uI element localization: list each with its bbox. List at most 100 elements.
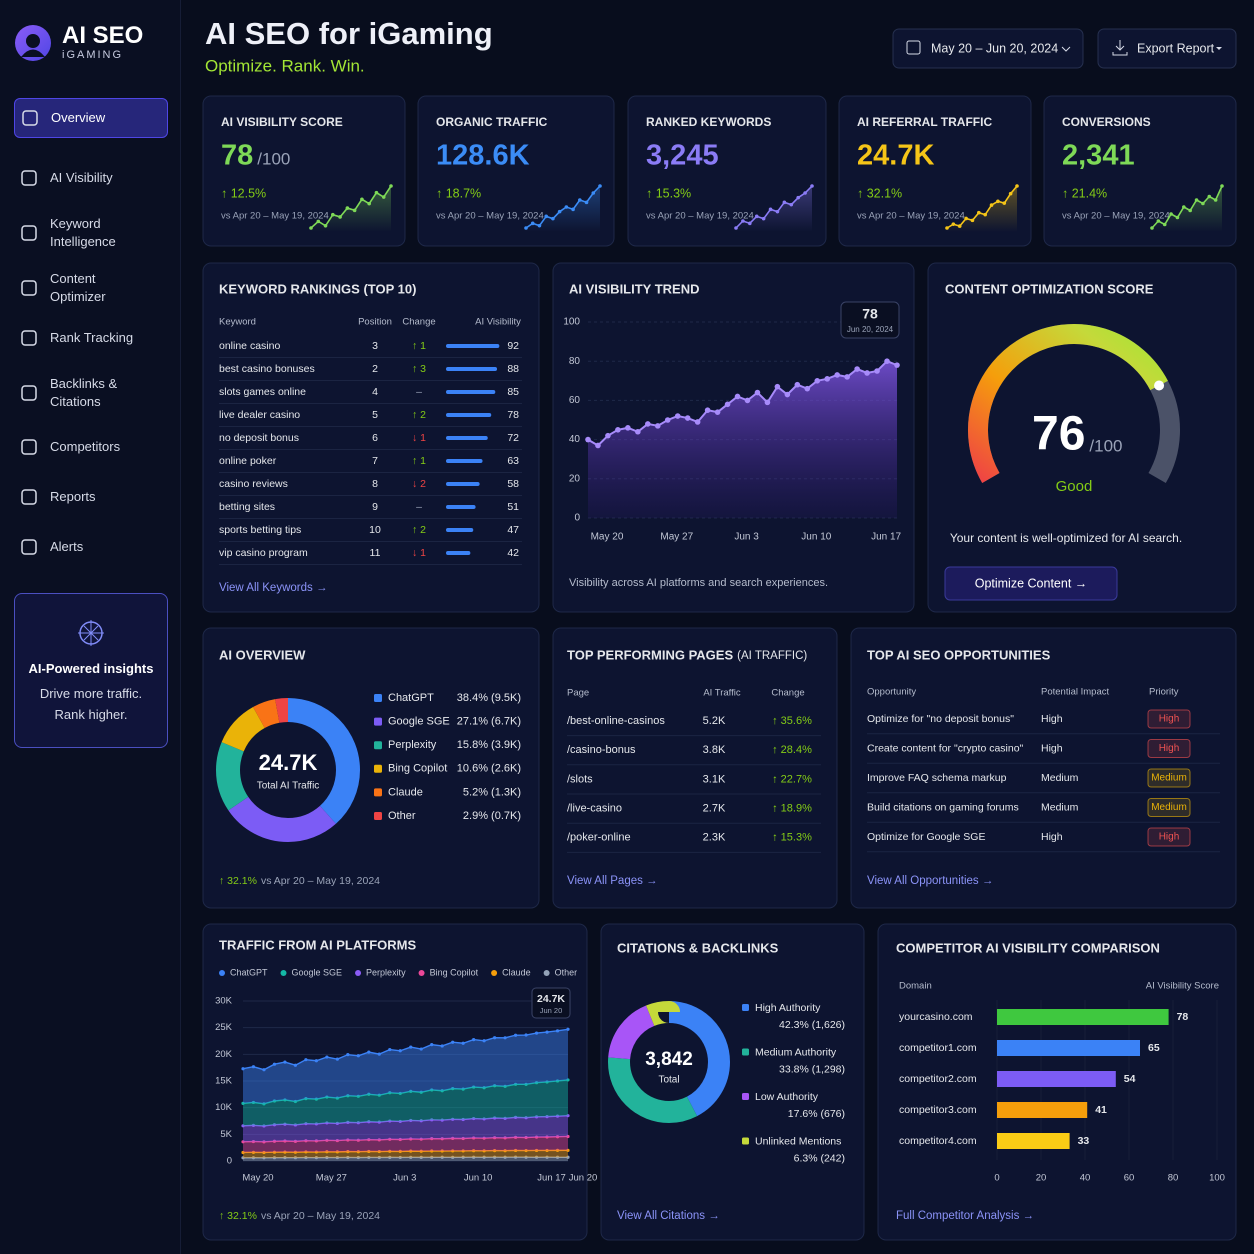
point bbox=[251, 1139, 256, 1144]
point bbox=[419, 1155, 423, 1159]
sparkline-point bbox=[571, 207, 575, 212]
page-change: ↑ 22.7% bbox=[772, 773, 812, 785]
priority-badge bbox=[1147, 798, 1191, 817]
nav-item[interactable]: AI Visibility bbox=[14, 158, 168, 198]
link[interactable]: View All Pages → bbox=[567, 875, 658, 887]
point bbox=[356, 1150, 360, 1154]
legend-swatch bbox=[374, 788, 382, 797]
point bbox=[451, 1155, 455, 1159]
point bbox=[694, 419, 701, 425]
area bbox=[588, 361, 897, 518]
point bbox=[346, 1120, 350, 1124]
card-title: TOP PERFORMING PAGES bbox=[567, 647, 733, 662]
sparkline-point bbox=[964, 216, 968, 221]
nav-item[interactable]: Content Optimizer bbox=[14, 268, 168, 308]
caret bbox=[1216, 47, 1222, 50]
point bbox=[493, 1116, 497, 1120]
point bbox=[367, 1120, 371, 1124]
nav-item[interactable]: Competitors bbox=[14, 427, 168, 467]
legend-label: Low Authority bbox=[755, 1091, 819, 1103]
nav-item[interactable]: Keyword Intelligence bbox=[14, 213, 168, 253]
sparkline-point bbox=[775, 209, 780, 214]
page-path: /live-casino bbox=[567, 803, 622, 815]
point bbox=[335, 1121, 339, 1125]
point bbox=[513, 1033, 518, 1037]
point bbox=[493, 1084, 497, 1088]
priority-badge bbox=[1147, 827, 1191, 847]
point bbox=[534, 1031, 539, 1035]
card bbox=[850, 627, 1237, 909]
nav-item[interactable]: Alerts bbox=[14, 527, 168, 567]
visibility-bar bbox=[446, 528, 474, 532]
legend-label: Bing Copilot bbox=[388, 763, 447, 775]
bar bbox=[997, 1071, 1116, 1087]
column-header: Opportunity bbox=[867, 687, 916, 698]
nav-icon bbox=[21, 170, 37, 186]
nav-item[interactable]: Reports bbox=[14, 477, 168, 517]
x-tick-label: 100 bbox=[1209, 1173, 1225, 1184]
point bbox=[346, 1150, 350, 1154]
legend-dot bbox=[491, 970, 498, 976]
keyword: online poker bbox=[219, 455, 277, 467]
sparkline-point bbox=[578, 198, 582, 202]
card-title: TOP AI SEO OPPORTUNITIES bbox=[867, 647, 1051, 662]
link[interactable]: View All Keywords → bbox=[219, 582, 327, 594]
opportunity: Improve FAQ schema markup bbox=[867, 772, 1007, 784]
point bbox=[440, 1155, 444, 1159]
legend-label: ChatGPT bbox=[230, 967, 268, 977]
link[interactable]: View All Citations → bbox=[617, 1210, 720, 1222]
nav-item[interactable]: Overview bbox=[14, 98, 168, 138]
point bbox=[472, 1136, 476, 1140]
card bbox=[552, 627, 838, 909]
point bbox=[314, 1097, 318, 1101]
visibility-value: 47 bbox=[507, 524, 519, 536]
export-button[interactable] bbox=[1097, 28, 1237, 69]
point bbox=[283, 1098, 287, 1102]
link[interactable]: Full Competitor Analysis → bbox=[896, 1210, 1034, 1222]
point bbox=[314, 1150, 318, 1154]
point bbox=[409, 1149, 413, 1153]
insight-box: AI-Powered insights Drive more traffic. … bbox=[14, 593, 168, 748]
point bbox=[461, 1117, 465, 1122]
x-tick-label: May 27 bbox=[660, 532, 693, 543]
visibility-value: 88 bbox=[507, 363, 519, 375]
legend-label: Google SGE bbox=[292, 967, 343, 977]
sparkline-point bbox=[810, 184, 814, 188]
nav-item[interactable]: Rank Tracking bbox=[14, 318, 168, 358]
x-tick-label: May 20 bbox=[242, 1173, 273, 1184]
point bbox=[377, 1052, 381, 1056]
point bbox=[513, 1148, 518, 1153]
point bbox=[461, 1136, 465, 1141]
legend-label: Claude bbox=[388, 786, 423, 798]
point bbox=[503, 1155, 507, 1159]
card-title: CITATIONS & BACKLINKS bbox=[617, 940, 779, 955]
point bbox=[398, 1119, 402, 1124]
priority: High bbox=[1159, 714, 1180, 725]
card-title: COMPETITOR AI VISIBILITY COMPARISON bbox=[896, 940, 1160, 955]
x-tick-label: 60 bbox=[1124, 1173, 1135, 1184]
position: 4 bbox=[372, 386, 378, 398]
point bbox=[566, 1148, 570, 1152]
optimize-button[interactable] bbox=[944, 566, 1118, 601]
point bbox=[335, 1155, 339, 1160]
point bbox=[346, 1138, 350, 1142]
visibility-bar bbox=[446, 413, 492, 417]
nav-item[interactable]: Backlinks & Citations bbox=[14, 373, 168, 413]
sparkline-point bbox=[983, 212, 987, 217]
point bbox=[503, 1036, 507, 1040]
legend-dot bbox=[355, 970, 362, 976]
point bbox=[398, 1149, 402, 1153]
date-button[interactable] bbox=[892, 28, 1084, 69]
point bbox=[283, 1122, 287, 1126]
export-label[interactable]: Export Report bbox=[1137, 41, 1215, 55]
date-range[interactable]: May 20 – Jun 20, 2024 bbox=[931, 41, 1058, 55]
point bbox=[241, 1101, 245, 1105]
optimize-button-label[interactable]: Optimize Content → bbox=[975, 576, 1088, 590]
opportunity: Build citations on gaming forums bbox=[867, 801, 1019, 813]
point bbox=[566, 1078, 570, 1082]
bar-value: 65 bbox=[1148, 1042, 1160, 1054]
point bbox=[566, 1134, 570, 1139]
point bbox=[615, 427, 621, 433]
link[interactable]: View All Opportunities → bbox=[867, 875, 993, 887]
x-tick-label: Jun 10 bbox=[801, 532, 831, 543]
